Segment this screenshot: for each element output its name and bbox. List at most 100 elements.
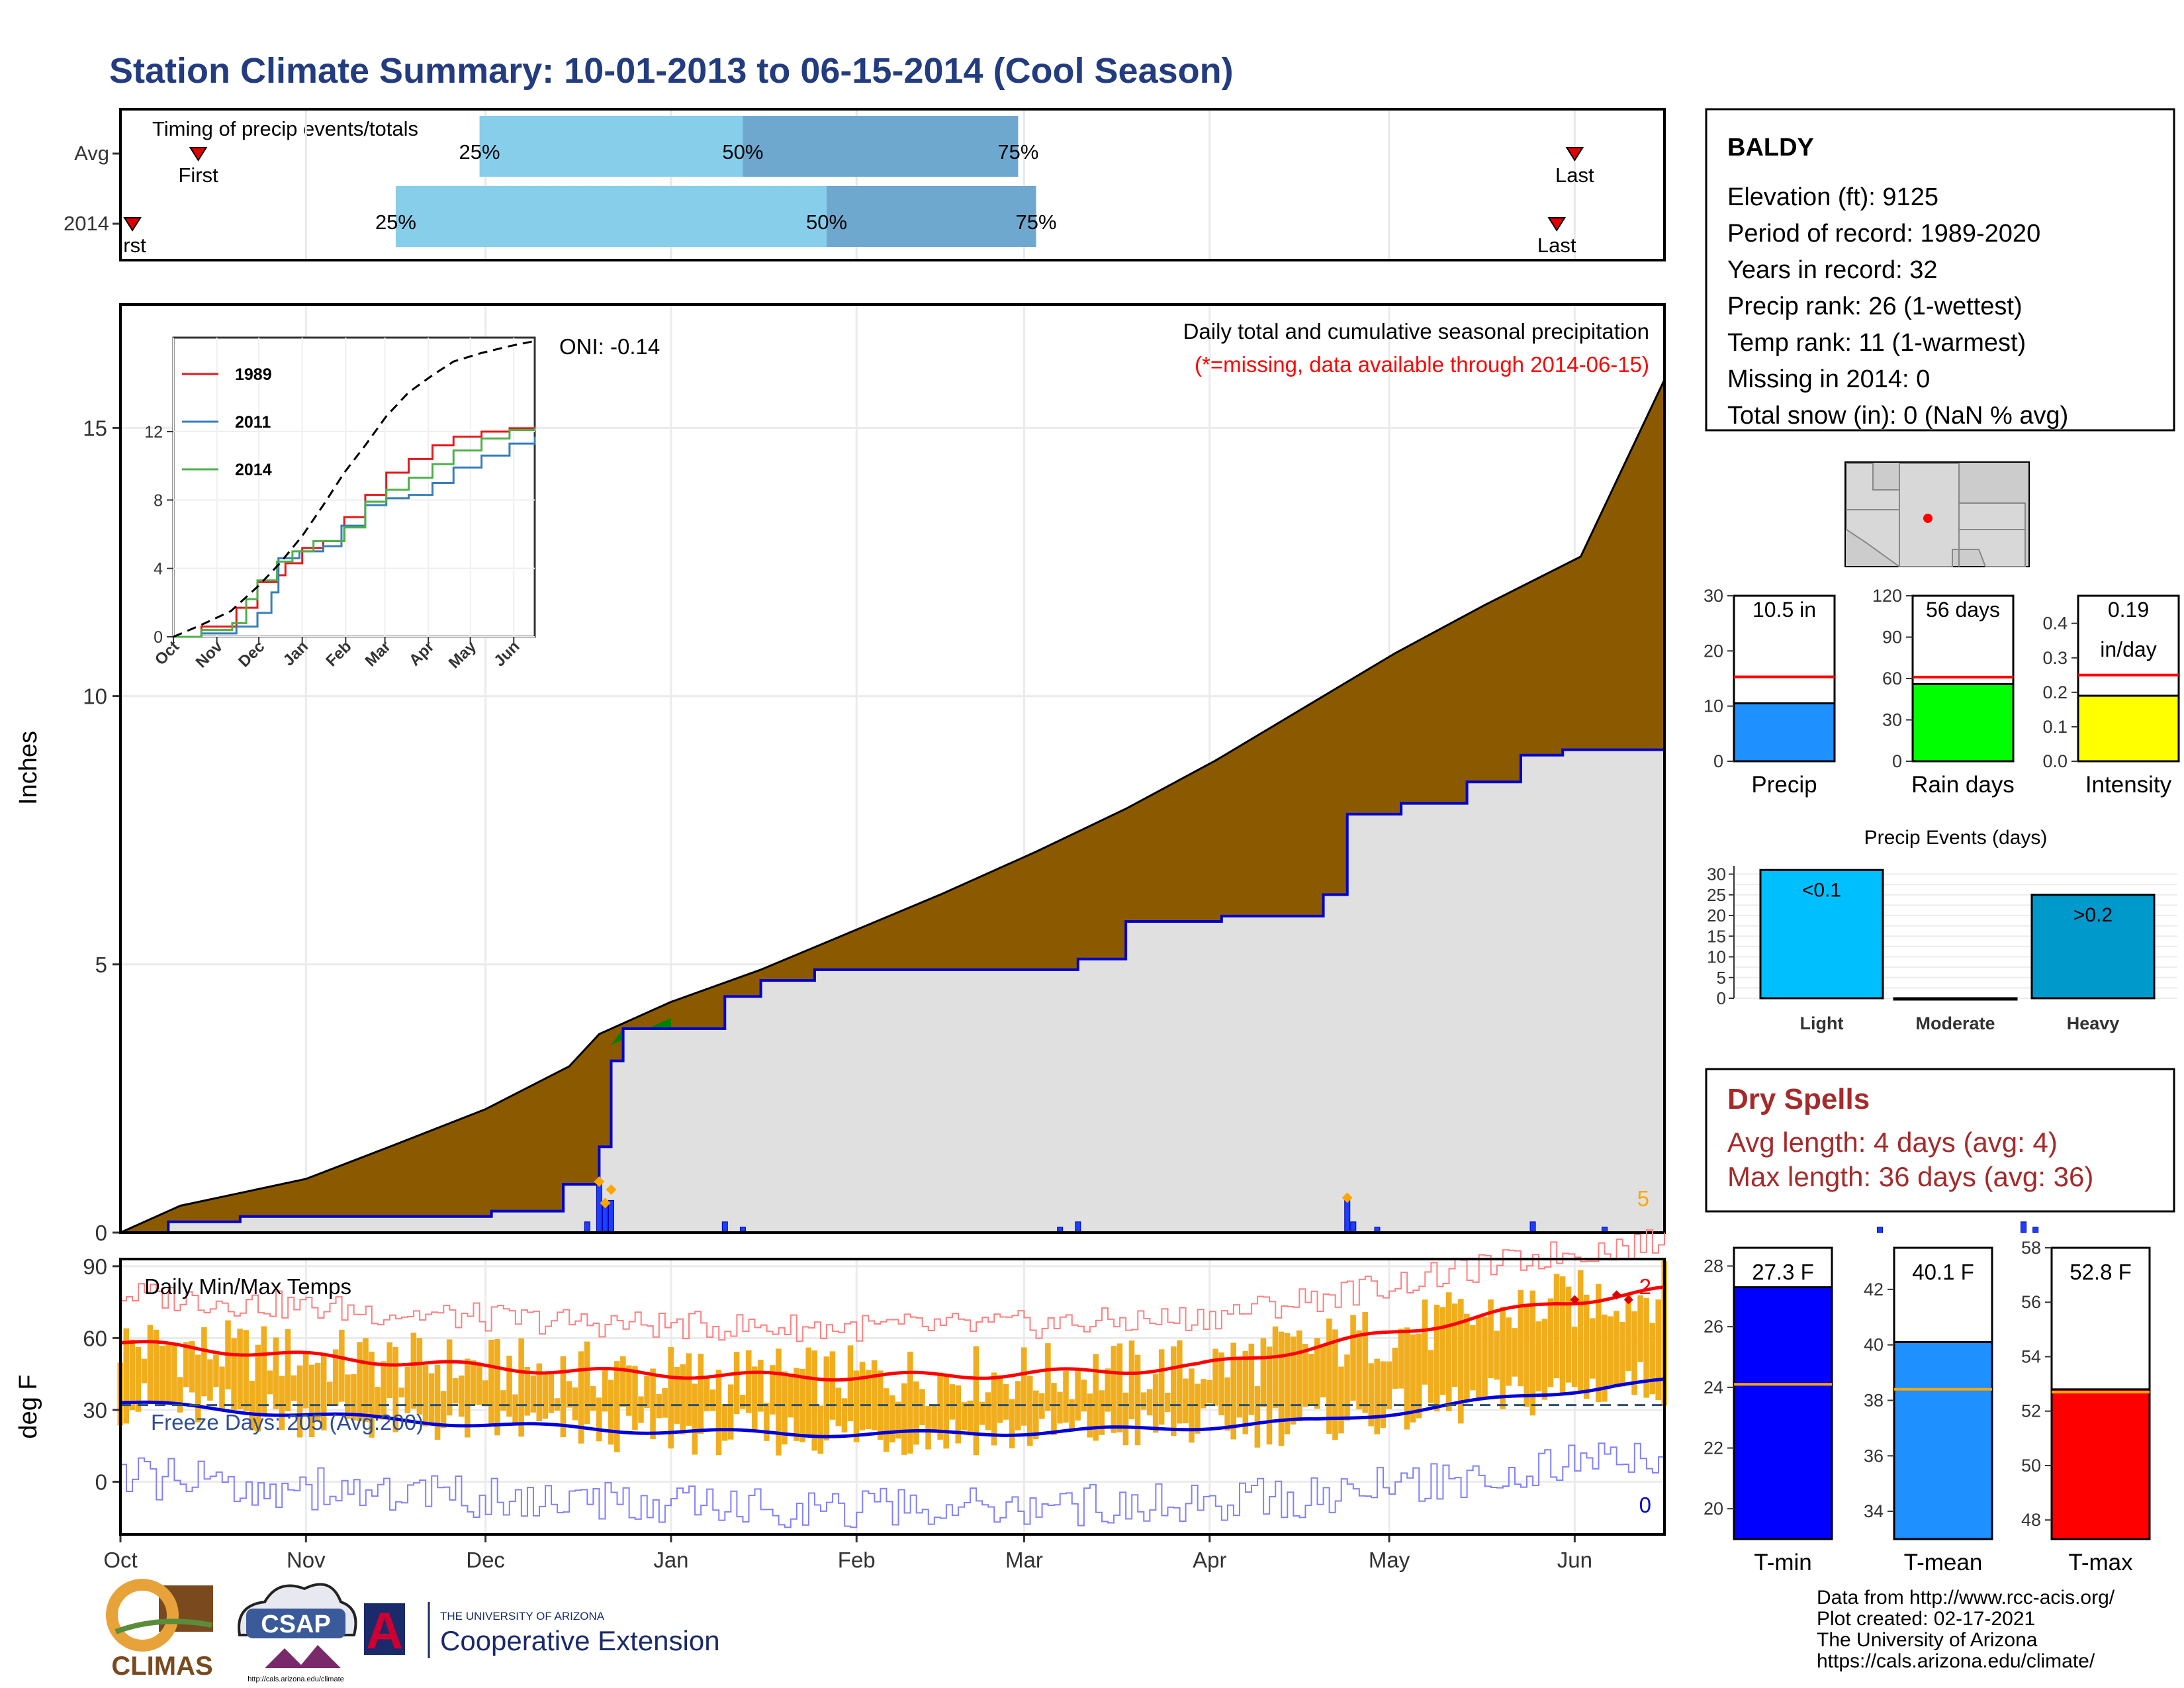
precip-daily-bar-15 <box>2032 1227 2039 1233</box>
temp-ytick-label-90: 90 <box>83 1254 107 1279</box>
temp-daily-bar <box>530 1375 536 1413</box>
timing-row-label-2014: 2014 <box>64 212 109 235</box>
temp-daily-bar <box>285 1329 291 1411</box>
climas-logo-sun <box>106 1579 179 1652</box>
temp-daily-bar <box>1075 1370 1081 1421</box>
temp-daily-bar <box>1380 1361 1387 1429</box>
temp-daily-bar <box>237 1329 243 1409</box>
temp-daily-bar <box>889 1395 895 1442</box>
temp-daily-bar <box>1296 1330 1302 1422</box>
temp-daily-bar <box>1009 1399 1015 1448</box>
tsum-bar-t-max <box>2050 1388 2151 1540</box>
temp-daily-bar <box>847 1345 854 1421</box>
temp-daily-bar <box>1320 1344 1326 1397</box>
temp-daily-bar <box>698 1354 704 1434</box>
precip-ytick-label-5: 5 <box>95 953 107 977</box>
temp-daily-bar <box>129 1339 136 1411</box>
csap-logo-url: http://cals.arizona.edu/climate <box>248 1675 344 1683</box>
temp-daily-bar <box>811 1350 817 1451</box>
temp-daily-bar <box>686 1353 692 1426</box>
timing-first-marker-2014 <box>123 217 142 232</box>
tsum-value-1: 40.1 F <box>1912 1260 1974 1284</box>
temp-daily-bar <box>387 1342 392 1398</box>
ua-logo-small-text: THE UNIVERSITY OF ARIZONA <box>440 1610 605 1622</box>
summary-tick-label-2-0.4: 0.4 <box>2042 614 2068 633</box>
summary-tick-label-2-0.2: 0.2 <box>2042 682 2068 702</box>
temp-daily-bar <box>973 1346 979 1456</box>
temp-daily-bar <box>668 1347 674 1449</box>
temp-daily-bar <box>776 1348 782 1456</box>
summary-value-unit-2: in/day <box>2100 637 2156 661</box>
timing-pct-label-1-2014: 50% <box>806 211 847 234</box>
temp-daily-bar <box>656 1394 662 1419</box>
temp-daily-bar <box>1242 1350 1249 1434</box>
summary-value-1: 56 days <box>1926 598 2000 622</box>
temp-daily-bar <box>662 1388 668 1418</box>
precip-snow-marker-2 <box>600 1197 611 1209</box>
temp-daily-bar <box>721 1404 728 1441</box>
temp-daily-bar <box>895 1401 901 1439</box>
tsum-tick-label-2-54: 54 <box>2021 1346 2041 1366</box>
temp-daily-bar <box>943 1374 949 1449</box>
temp-daily-bar <box>752 1366 758 1430</box>
temp-daily-bar <box>1494 1331 1500 1380</box>
temp-daily-bar <box>1326 1318 1332 1434</box>
temp-daily-bar <box>739 1395 746 1409</box>
inset-frame <box>172 336 536 638</box>
station-name: BALDY <box>1727 134 1814 162</box>
temp-daily-bar <box>1445 1292 1452 1411</box>
temp-daily-bar <box>171 1345 177 1403</box>
temp-daily-bar <box>745 1350 752 1413</box>
timing-last-label-avg: Last <box>1555 164 1594 187</box>
temp-daily-bar <box>261 1326 267 1417</box>
precip-daily-bar-4 <box>721 1221 728 1233</box>
timing-first-label-avg: First <box>178 164 218 187</box>
summary-tick-label-0-0: 0 <box>1713 751 1723 771</box>
events-ytick-label-30: 30 <box>1707 865 1726 884</box>
temp-daily-bar <box>1500 1307 1506 1409</box>
precip-ytick-label-10: 10 <box>83 684 107 709</box>
temp-avg-high-line <box>120 1285 1665 1382</box>
temp-daily-bar <box>1518 1289 1524 1387</box>
footer: Data from http://www.rcc-acis.org/ Plot … <box>106 1579 2115 1683</box>
temp-daily-bar <box>1649 1323 1655 1395</box>
events-bar-label-heavy: >0.2 <box>2073 904 2113 926</box>
inset-ytick-label-0: 0 <box>154 628 163 647</box>
precip-panel-frame <box>119 303 1666 1234</box>
timing-panel: Timing of precip events/totals 25% 50% 75%… <box>64 108 1666 261</box>
station-info-box: BALDY Elevation (ft): 9125 Period of rec… <box>1705 108 2175 432</box>
temp-daily-bar <box>1655 1299 1662 1401</box>
temp-xtick-label-jun: Jun <box>1557 1548 1592 1572</box>
summary-tick-label-0-30: 30 <box>1704 586 1723 606</box>
temp-daily-bar <box>518 1338 524 1437</box>
temp-daily-bar <box>578 1351 584 1444</box>
temp-daily-bar <box>471 1360 477 1405</box>
tsum-value-0: 27.3 F <box>1752 1260 1814 1284</box>
dry-spells-frame <box>1705 1068 2175 1213</box>
summary-label-0: Precip <box>1751 772 1817 798</box>
temp-daily-bar <box>1003 1383 1009 1420</box>
temp-daily-bar <box>1284 1333 1291 1434</box>
temp-daily-bar <box>500 1390 506 1411</box>
temp-daily-bar <box>512 1394 518 1425</box>
temp-daily-bar <box>302 1352 309 1409</box>
temp-xtick-label-dec: Dec <box>466 1548 505 1572</box>
precip-snow-count: 5 <box>1637 1186 1649 1211</box>
temp-daily-bar <box>1099 1390 1105 1435</box>
ua-logo-letter: A <box>366 1601 403 1660</box>
temp-daily-bar <box>1063 1370 1069 1423</box>
temp-daily-bar <box>195 1354 201 1423</box>
timing-pct-label-2-avg: 75% <box>997 140 1038 164</box>
temp-daily-bar <box>333 1349 339 1406</box>
timing-pct-label-0-avg: 25% <box>459 140 500 164</box>
temp-daily-bar <box>1535 1321 1542 1391</box>
inset-legend-label-2014: 2014 <box>235 461 272 479</box>
temp-daily-bar <box>1392 1347 1398 1389</box>
temp-daily-bar <box>572 1387 578 1421</box>
temp-daily-bar <box>1625 1293 1631 1372</box>
events-bar-label-light: <0.1 <box>1802 879 1841 901</box>
temp-daily-bar <box>925 1406 931 1450</box>
inset-avg-line <box>173 340 535 638</box>
timing-pct-label-1-avg: 50% <box>722 140 763 164</box>
tsum-bar-t-min <box>1733 1286 1833 1540</box>
